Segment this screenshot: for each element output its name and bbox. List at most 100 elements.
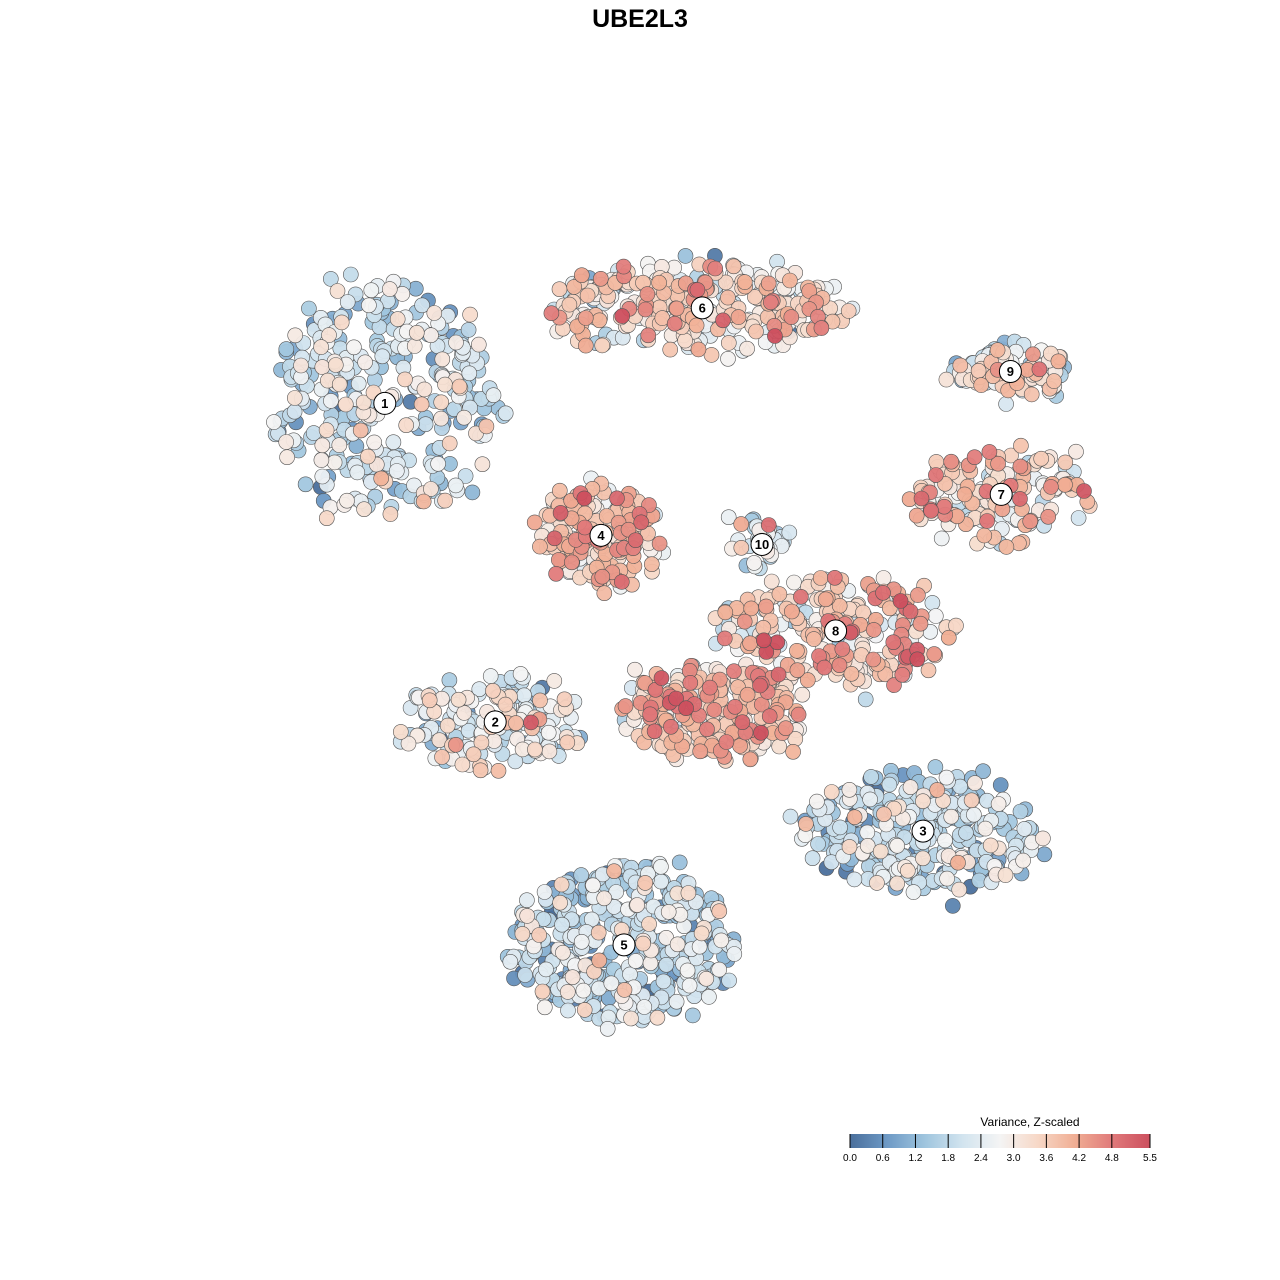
cell-point bbox=[321, 327, 337, 343]
cell-point bbox=[381, 281, 398, 297]
cell-point bbox=[614, 308, 631, 324]
cell-point bbox=[886, 677, 902, 693]
cell-point bbox=[577, 310, 594, 326]
cell-point bbox=[720, 335, 737, 351]
cell-point bbox=[894, 666, 911, 683]
legend-tick-label: 4.2 bbox=[1072, 1153, 1086, 1164]
cell-point bbox=[928, 454, 945, 470]
cell-point bbox=[716, 630, 733, 647]
cell-point bbox=[889, 837, 906, 854]
cell-point bbox=[329, 283, 346, 299]
cell-point bbox=[721, 972, 737, 989]
cell-point bbox=[677, 332, 693, 349]
cell-point bbox=[989, 342, 1006, 358]
cell-point bbox=[973, 377, 990, 393]
cell-point bbox=[666, 315, 683, 332]
cell-point bbox=[642, 706, 658, 723]
cell-point bbox=[474, 456, 491, 473]
cell-point bbox=[1033, 450, 1049, 467]
cluster-label-badge bbox=[690, 296, 714, 320]
cell-point bbox=[937, 832, 953, 849]
cell-point bbox=[464, 484, 481, 501]
cell-point bbox=[726, 663, 742, 680]
cell-point bbox=[576, 519, 593, 536]
cell-point bbox=[770, 666, 787, 683]
cell-point bbox=[337, 396, 354, 413]
cell-point bbox=[981, 444, 998, 460]
cell-point bbox=[876, 806, 892, 823]
cell-point bbox=[417, 416, 434, 433]
cell-point bbox=[279, 449, 295, 466]
cell-point bbox=[617, 698, 634, 714]
cell-point bbox=[585, 877, 601, 894]
cell-point bbox=[552, 505, 569, 521]
cell-point bbox=[832, 819, 848, 836]
cell-point bbox=[920, 662, 937, 679]
cluster-label-badge bbox=[824, 619, 848, 643]
cell-point bbox=[535, 911, 552, 928]
cell-point bbox=[485, 682, 501, 699]
cell-point bbox=[940, 629, 957, 646]
cell-point bbox=[777, 720, 794, 737]
cell-point bbox=[398, 417, 415, 434]
cell-point bbox=[998, 539, 1015, 555]
cell-point bbox=[869, 875, 885, 891]
cell-point bbox=[1012, 803, 1029, 820]
cell-point bbox=[679, 962, 696, 979]
cell-point bbox=[609, 490, 625, 507]
cell-point bbox=[678, 700, 694, 717]
cell-point bbox=[1057, 454, 1074, 471]
cell-point bbox=[951, 881, 968, 898]
cell-point bbox=[551, 482, 568, 499]
cell-point bbox=[543, 305, 560, 322]
cell-point bbox=[782, 808, 799, 825]
cell-point bbox=[727, 698, 743, 715]
cell-point bbox=[1035, 830, 1051, 847]
cell-point bbox=[910, 587, 926, 603]
cell-point bbox=[892, 593, 909, 609]
points-layer bbox=[266, 248, 1098, 1037]
cell-point bbox=[823, 784, 840, 800]
cell-point bbox=[627, 532, 644, 549]
cell-point bbox=[1022, 513, 1038, 530]
cell-point bbox=[286, 390, 303, 406]
cell-point bbox=[660, 904, 677, 920]
cluster-label-6: 6 bbox=[690, 296, 714, 320]
cell-point bbox=[956, 486, 973, 503]
cell-point bbox=[421, 692, 438, 709]
cell-point bbox=[783, 309, 800, 325]
cell-point bbox=[527, 741, 543, 758]
cell-point bbox=[763, 573, 780, 590]
cell-point bbox=[615, 258, 632, 275]
cell-point bbox=[598, 508, 615, 524]
cell-point bbox=[591, 952, 608, 969]
cell-point bbox=[966, 806, 982, 823]
cell-point bbox=[637, 301, 654, 318]
legend-tick-label: 0.0 bbox=[843, 1153, 857, 1164]
cell-point bbox=[885, 634, 902, 651]
cell-point bbox=[677, 248, 694, 264]
cell-point bbox=[416, 381, 433, 398]
cell-point bbox=[502, 953, 519, 970]
cell-point bbox=[1043, 479, 1059, 495]
chart-title: UBE2L3 bbox=[592, 5, 688, 33]
cell-point bbox=[313, 452, 330, 468]
cell-point bbox=[958, 824, 974, 841]
cell-point bbox=[1012, 491, 1028, 507]
cluster-label-text: 4 bbox=[597, 528, 605, 543]
cell-point bbox=[736, 613, 753, 630]
cell-point bbox=[556, 691, 573, 708]
cell-point bbox=[966, 449, 983, 466]
cell-point bbox=[939, 870, 955, 887]
cell-point bbox=[592, 270, 609, 287]
cell-point bbox=[579, 287, 596, 304]
cell-point bbox=[457, 468, 474, 484]
cluster-label-badge bbox=[750, 532, 774, 556]
cell-point bbox=[718, 734, 735, 750]
cell-point bbox=[623, 1010, 639, 1027]
cell-point bbox=[834, 641, 851, 657]
cell-point bbox=[726, 946, 743, 962]
cell-point bbox=[653, 858, 669, 875]
cell-point bbox=[293, 357, 309, 374]
cell-point bbox=[816, 659, 833, 676]
